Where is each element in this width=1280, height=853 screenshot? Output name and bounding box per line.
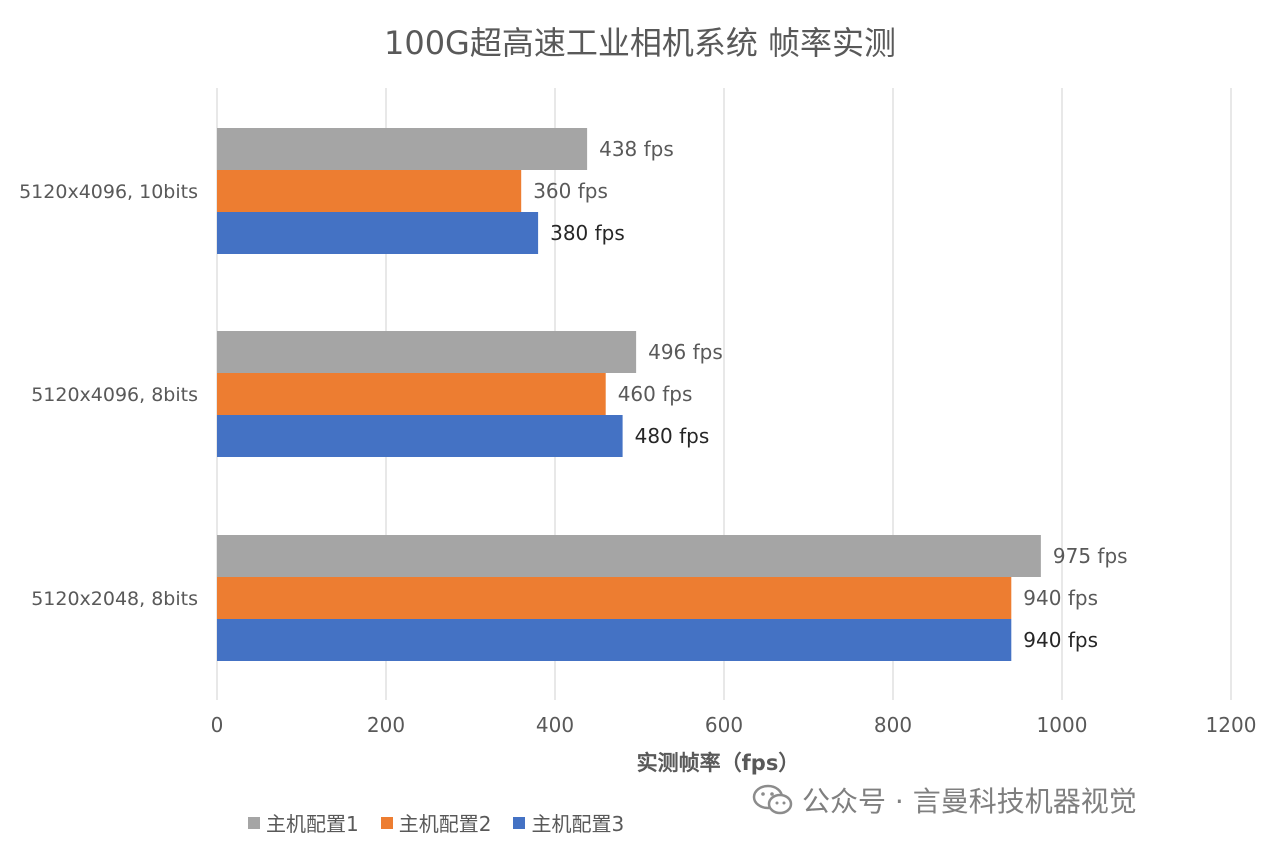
data-label: 380 fps xyxy=(550,221,625,245)
legend-item-2: 主机配置2 xyxy=(380,808,492,837)
wechat-icon xyxy=(752,784,793,815)
legend-label-2: 主机配置2 xyxy=(398,812,492,836)
legend-item-1: 主机配置1 xyxy=(248,808,359,837)
data-label: 940 fps xyxy=(1023,628,1098,652)
data-label: 940 fps xyxy=(1023,586,1098,610)
bar xyxy=(217,535,1041,577)
bar xyxy=(217,128,588,170)
y-category-label: 5120x4096, 10bits xyxy=(19,181,198,203)
x-axis-title: 实测帧率（fps） xyxy=(637,751,800,775)
legend-swatch-2 xyxy=(380,816,393,829)
chart-title: 100G超高速工业相机系统 帧率实测 xyxy=(383,24,897,62)
y-category-label: 5120x2048, 8bits xyxy=(31,588,198,610)
x-tick-label: 400 xyxy=(536,713,574,737)
data-label: 975 fps xyxy=(1053,544,1128,568)
bar xyxy=(217,212,539,254)
legend-swatch-1 xyxy=(248,816,260,829)
bar xyxy=(217,619,1012,661)
legend-label-3: 主机配置3 xyxy=(531,812,625,836)
x-tick-label: 200 xyxy=(367,713,405,737)
data-label: 480 fps xyxy=(635,424,710,448)
x-tick-label: 1000 xyxy=(1037,713,1088,737)
x-tick-label: 1200 xyxy=(1206,713,1257,737)
x-tick-label: 600 xyxy=(705,713,743,737)
bar xyxy=(217,415,623,457)
legend: 主机配置1 主机配置2 主机配置3 xyxy=(248,808,624,837)
legend-label-1: 主机配置1 xyxy=(266,812,359,836)
data-label: 438 fps xyxy=(599,137,674,161)
bar xyxy=(217,170,522,212)
data-label: 496 fps xyxy=(648,340,723,364)
watermark-text: 公众号 · 言曼科技机器视觉 xyxy=(802,785,1137,818)
bar xyxy=(217,577,1012,619)
x-tick-label: 800 xyxy=(874,713,912,737)
legend-item-3: 主机配置3 xyxy=(513,808,624,837)
legend-swatch-3 xyxy=(513,816,526,829)
watermark: 公众号 · 言曼科技机器视觉 xyxy=(752,780,1137,820)
bar xyxy=(217,373,606,415)
bar xyxy=(217,331,637,373)
y-category-label: 5120x4096, 8bits xyxy=(31,384,198,406)
data-label: 360 fps xyxy=(533,179,608,203)
data-label: 460 fps xyxy=(618,382,693,406)
x-tick-label: 0 xyxy=(211,713,224,737)
